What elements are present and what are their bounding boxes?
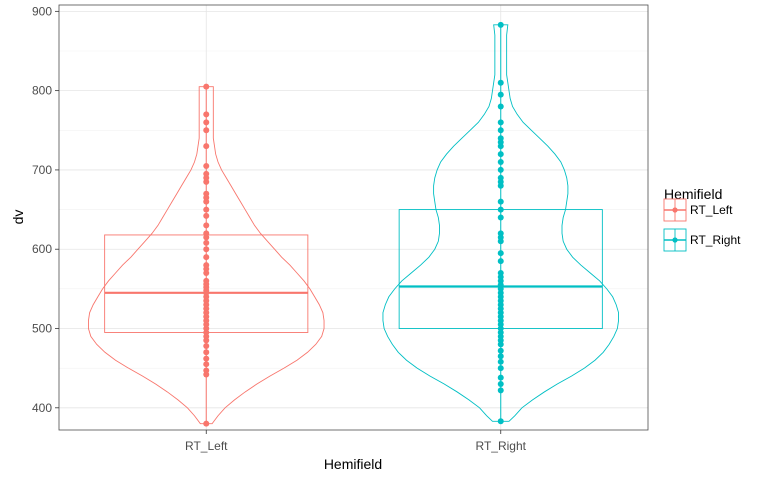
data-point xyxy=(497,151,504,158)
legend-key-point xyxy=(672,237,678,243)
data-point xyxy=(497,174,504,181)
x-tick-label: RT_Left xyxy=(185,439,228,453)
data-point xyxy=(497,21,504,28)
points xyxy=(203,21,504,427)
data-point xyxy=(497,250,504,257)
data-point xyxy=(203,355,210,362)
data-point xyxy=(497,418,504,425)
data-point xyxy=(203,143,210,150)
data-point xyxy=(497,158,504,165)
data-point xyxy=(203,119,210,126)
data-point xyxy=(497,119,504,126)
data-point xyxy=(497,365,504,372)
data-point xyxy=(203,162,210,169)
data-point xyxy=(203,246,210,253)
y-tick-label: 800 xyxy=(32,84,52,98)
data-point xyxy=(203,361,210,368)
y-tick-label: 900 xyxy=(32,4,52,18)
data-point xyxy=(497,374,504,381)
legend: Hemifield RT_Left RT_Right xyxy=(663,186,741,252)
data-point xyxy=(497,79,504,86)
legend-title: Hemifield xyxy=(664,186,722,202)
x-axis: RT_Left RT_Right xyxy=(185,430,527,453)
data-point xyxy=(203,254,210,261)
data-point xyxy=(203,239,210,246)
x-tick-label: RT_Right xyxy=(476,439,527,453)
data-point xyxy=(497,381,504,388)
data-point xyxy=(203,349,210,356)
data-point xyxy=(203,212,210,219)
y-axis: 400 500 600 700 800 900 xyxy=(32,4,59,415)
data-point xyxy=(203,206,210,213)
data-point xyxy=(203,420,210,427)
legend-key-point xyxy=(672,207,678,213)
data-point xyxy=(203,127,210,134)
legend-key-RT_Right xyxy=(663,228,687,252)
y-tick-label: 500 xyxy=(32,322,52,336)
data-point xyxy=(203,83,210,90)
legend-label: RT_Right xyxy=(690,233,741,247)
data-point xyxy=(497,358,504,365)
data-point xyxy=(497,387,504,394)
data-point xyxy=(497,127,504,134)
data-point xyxy=(203,170,210,177)
y-tick-label: 700 xyxy=(32,163,52,177)
data-point xyxy=(497,347,504,354)
data-point xyxy=(203,262,210,269)
data-point xyxy=(497,91,504,98)
data-point xyxy=(203,111,210,118)
data-point xyxy=(497,166,504,173)
y-axis-title: dv xyxy=(10,210,26,225)
plot-border xyxy=(58,4,649,431)
data-point xyxy=(497,135,504,142)
plot-panel xyxy=(59,5,648,430)
y-tick-label: 600 xyxy=(32,242,52,256)
data-point xyxy=(497,230,504,237)
data-point xyxy=(203,277,210,284)
data-point xyxy=(497,103,504,110)
data-point xyxy=(497,206,504,213)
legend-label: RT_Left xyxy=(690,203,733,217)
x-axis-title: Hemifield xyxy=(324,456,382,472)
data-point xyxy=(203,222,210,229)
data-point xyxy=(497,270,504,277)
violins xyxy=(88,24,619,425)
data-point xyxy=(203,342,210,349)
data-point xyxy=(203,230,210,237)
data-point xyxy=(497,198,504,205)
data-point xyxy=(497,353,504,360)
y-tick-label: 400 xyxy=(32,401,52,415)
data-point xyxy=(203,367,210,374)
violin-RT_Right xyxy=(382,24,619,422)
data-point xyxy=(203,190,210,197)
legend-key-RT_Left xyxy=(663,198,687,222)
data-point xyxy=(497,258,504,265)
data-point xyxy=(497,214,504,221)
violin-RT_Left xyxy=(88,86,325,425)
